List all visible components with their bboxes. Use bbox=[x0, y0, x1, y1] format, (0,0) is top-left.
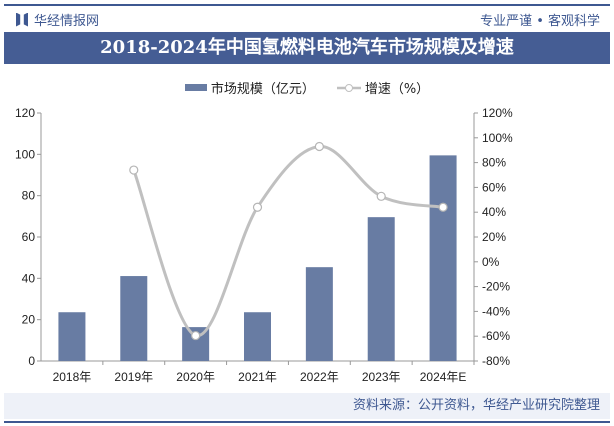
left-tick-label: 120 bbox=[15, 106, 35, 120]
left-tick-label: 80 bbox=[22, 189, 36, 203]
legend: 市场规模（亿元） 增速（%） bbox=[0, 78, 614, 97]
bar bbox=[58, 312, 86, 361]
right-tick-label: 80% bbox=[482, 156, 506, 170]
motto: 专业严谨 • 客观科学 bbox=[480, 14, 600, 29]
legend-item-line: 增速（%） bbox=[336, 78, 430, 97]
chart-title: 2018-2024年中国氢燃料电池汽车市场规模及增速 bbox=[4, 32, 610, 64]
right-tick-label: -20% bbox=[482, 280, 510, 294]
growth-point bbox=[376, 191, 386, 201]
right-tick-label: 20% bbox=[482, 230, 506, 244]
right-tick-label: 40% bbox=[482, 205, 506, 219]
bar bbox=[429, 155, 457, 361]
bar bbox=[120, 276, 148, 361]
bar bbox=[244, 312, 271, 361]
right-tick-label: -80% bbox=[482, 354, 510, 368]
top-rule bbox=[4, 4, 610, 6]
x-tick-label: 2020年 bbox=[176, 370, 215, 384]
right-tick-label: 120% bbox=[482, 106, 513, 120]
growth-point bbox=[438, 202, 448, 212]
right-tick-label: -40% bbox=[482, 304, 510, 318]
growth-point bbox=[314, 141, 324, 152]
bar bbox=[305, 267, 333, 361]
growth-line bbox=[132, 144, 444, 338]
growth-point bbox=[252, 202, 263, 212]
x-tick-label: 2022年 bbox=[300, 370, 339, 384]
x-tick-label: 2019年 bbox=[114, 370, 153, 384]
right-tick-label: -60% bbox=[482, 329, 510, 343]
right-tick-label: 100% bbox=[482, 131, 513, 145]
growth-point bbox=[129, 165, 139, 175]
x-tick-label: 2021年 bbox=[238, 370, 277, 384]
bar bbox=[367, 217, 395, 361]
left-tick-label: 0 bbox=[28, 354, 35, 368]
x-tick-label: 2018年 bbox=[53, 370, 92, 384]
brand: 华经情报网 bbox=[16, 10, 99, 29]
x-tick-label: 2024年E bbox=[420, 370, 467, 384]
growth-point bbox=[191, 330, 201, 341]
bar-swatch-icon bbox=[184, 84, 207, 91]
legend-label: 市场规模（亿元） bbox=[210, 82, 315, 97]
left-tick-label: 40 bbox=[22, 271, 36, 285]
left-tick-label: 20 bbox=[22, 313, 36, 327]
bottom-rule bbox=[4, 421, 610, 423]
right-tick-label: 60% bbox=[482, 180, 506, 194]
line-swatch-icon bbox=[336, 83, 361, 92]
left-tick-label: 100 bbox=[15, 147, 35, 161]
right-tick-label: 0% bbox=[482, 255, 500, 269]
legend-label: 增速（%） bbox=[364, 82, 430, 97]
x-tick-label: 2023年 bbox=[362, 370, 401, 384]
legend-item-bar: 市场规模（亿元） bbox=[184, 78, 315, 97]
left-tick-label: 60 bbox=[22, 230, 36, 244]
brand-name: 华经情报网 bbox=[34, 14, 100, 29]
source-note: 资料来源：公开资料，华经产业研究院整理 bbox=[4, 393, 610, 419]
